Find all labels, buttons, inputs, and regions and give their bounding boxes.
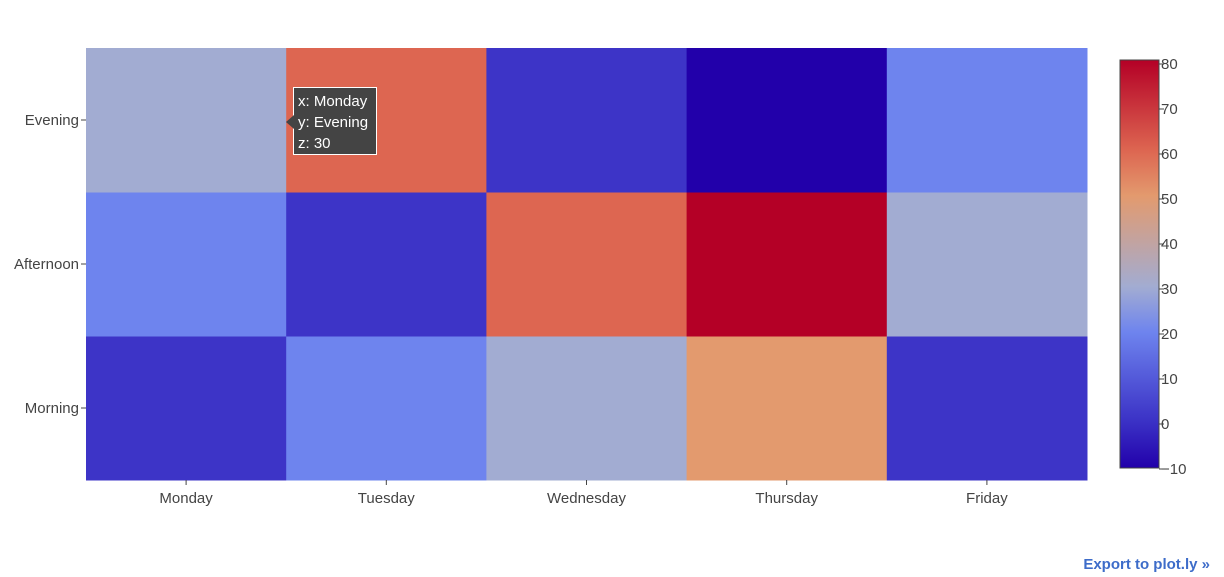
colorbar-tick-label: 50 [1161, 191, 1178, 208]
x-tick-label: Friday [966, 490, 1008, 507]
x-tick-label: Tuesday [358, 490, 415, 507]
y-tick-label: Afternoon [14, 256, 79, 273]
x-axis: Monday Tuesday Wednesday Thursday Friday [159, 480, 1008, 507]
heatmap-cell-thursday-afternoon[interactable] [686, 192, 888, 337]
colorbar-tick-label: 40 [1161, 236, 1178, 253]
y-axis: Morning Afternoon Evening [14, 112, 86, 417]
colorbar-tick-label: 0 [1161, 416, 1169, 433]
heatmap-cell-friday-morning[interactable] [886, 336, 1088, 481]
heatmap-cell-friday-evening[interactable] [886, 48, 1088, 193]
heatmap-cell-wednesday-evening[interactable] [486, 48, 688, 193]
colorbar-tick-label: 10 [1161, 371, 1178, 388]
tooltip-arrow [286, 115, 294, 129]
heatmap-cells [86, 48, 1088, 481]
tooltip-y: y: Evening [298, 114, 369, 131]
colorbar-tick-label: 70 [1161, 101, 1178, 118]
tooltip-z: z: 30 [298, 135, 331, 152]
export-to-plotly-link[interactable]: Export to plot.ly » [1083, 556, 1210, 573]
heatmap-cell-tuesday-afternoon[interactable] [286, 192, 487, 337]
colorbar-tick-label: 20 [1161, 326, 1178, 343]
heatmap-cell-thursday-morning[interactable] [686, 336, 888, 481]
colorbar-tick-label: 60 [1161, 146, 1178, 163]
colorbar-gradient [1119, 59, 1160, 469]
heatmap-cell-wednesday-afternoon[interactable] [486, 192, 688, 337]
colorbar-tick-label: 80 [1161, 56, 1178, 73]
heatmap-cell-monday-evening[interactable] [86, 48, 287, 193]
x-tick-label: Wednesday [547, 490, 626, 507]
heatmap-cell-thursday-evening[interactable] [686, 48, 888, 193]
tooltip-x: x: Monday [298, 93, 368, 110]
heatmap-cell-monday-morning[interactable] [86, 336, 287, 481]
colorbar: −10 0 10 20 30 40 50 60 70 80 [1119, 56, 1186, 478]
hover-tooltip: x: Monday y: Evening z: 30 [286, 87, 377, 155]
heatmap-cell-wednesday-morning[interactable] [486, 336, 688, 481]
heatmap-cell-tuesday-morning[interactable] [286, 336, 487, 481]
x-tick-label: Monday [159, 490, 213, 507]
y-tick-label: Evening [25, 112, 79, 129]
heatmap-cell-friday-afternoon[interactable] [886, 192, 1088, 337]
heatmap-cell-monday-afternoon[interactable] [86, 192, 287, 337]
y-tick-label: Morning [25, 400, 79, 417]
colorbar-tick-label: −10 [1161, 461, 1186, 478]
colorbar-tick-label: 30 [1161, 281, 1178, 298]
x-tick-label: Thursday [755, 490, 818, 507]
